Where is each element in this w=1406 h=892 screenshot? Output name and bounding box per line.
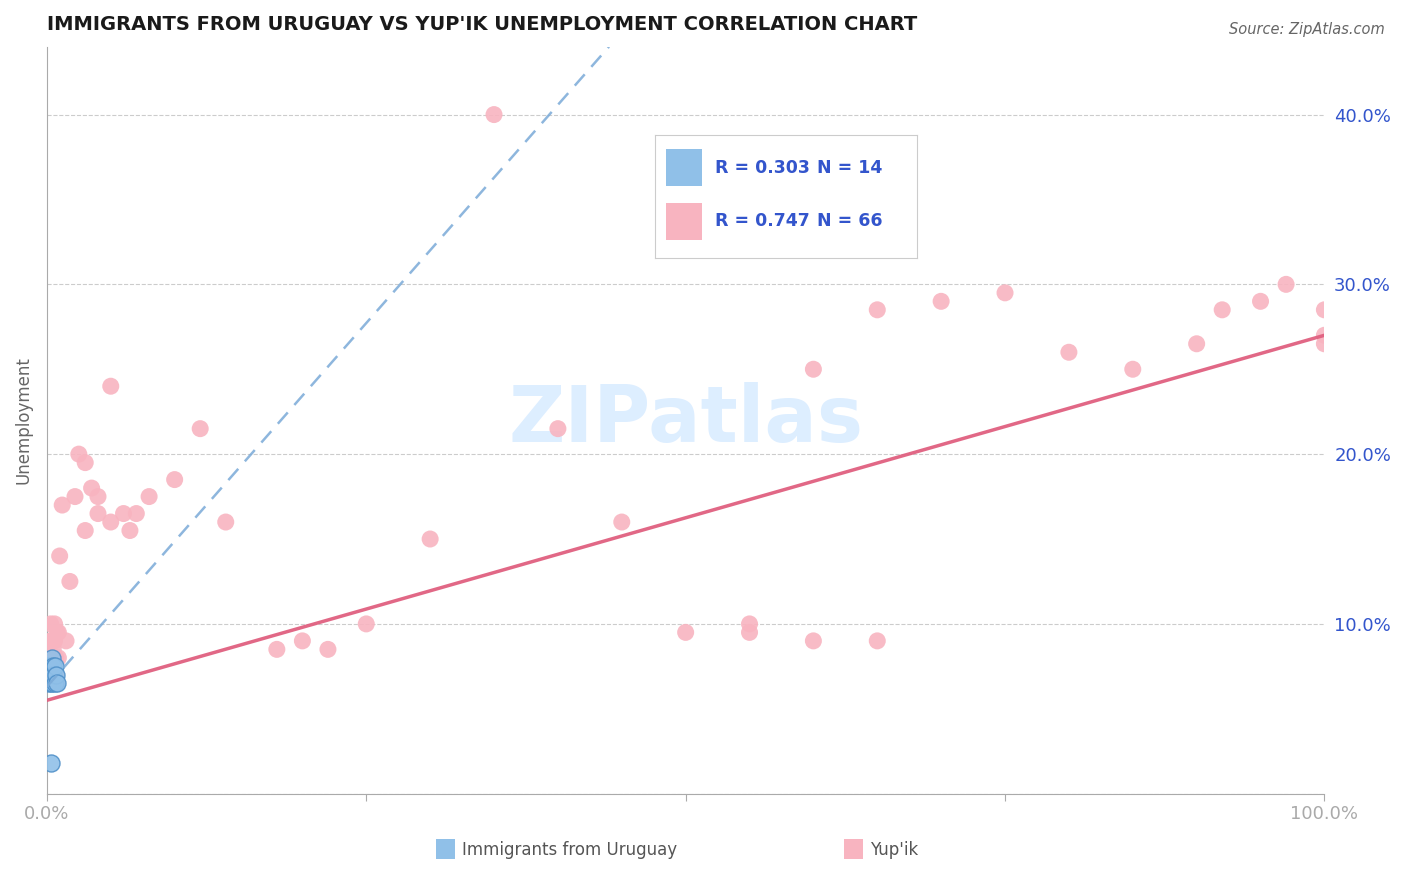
- Point: [46, 625, 69, 640]
- Point: [46, 676, 69, 690]
- Point: [87, 490, 110, 504]
- Point: [266, 642, 288, 657]
- Point: [38, 668, 60, 682]
- Text: Source: ZipAtlas.com: Source: ZipAtlas.com: [1229, 22, 1385, 37]
- Point: [39, 756, 62, 771]
- FancyBboxPatch shape: [665, 149, 702, 186]
- Point: [46, 676, 69, 690]
- Point: [41, 651, 63, 665]
- Point: [1057, 345, 1080, 359]
- Point: [41, 651, 63, 665]
- Point: [1185, 336, 1208, 351]
- Point: [51, 498, 73, 512]
- Point: [39, 616, 62, 631]
- Point: [75, 456, 97, 470]
- Point: [100, 379, 122, 393]
- Point: [42, 676, 65, 690]
- Point: [48, 549, 70, 563]
- Point: [45, 668, 67, 682]
- Point: [42, 668, 65, 682]
- Point: [316, 642, 339, 657]
- Point: [994, 285, 1017, 300]
- Point: [41, 676, 63, 690]
- Point: [38, 668, 60, 682]
- Text: IMMIGRANTS FROM URUGUAY VS YUP'IK UNEMPLOYMENT CORRELATION CHART: IMMIGRANTS FROM URUGUAY VS YUP'IK UNEMPL…: [46, 15, 917, 34]
- Point: [67, 447, 90, 461]
- Point: [215, 515, 238, 529]
- Point: [38, 651, 60, 665]
- Point: [75, 524, 97, 538]
- Text: N = 14: N = 14: [817, 159, 883, 177]
- Point: [55, 633, 77, 648]
- Point: [45, 668, 67, 682]
- Text: R = 0.747: R = 0.747: [716, 212, 810, 230]
- Point: [42, 642, 65, 657]
- Point: [1211, 302, 1233, 317]
- Point: [1250, 294, 1272, 309]
- Text: Yup'ik: Yup'ik: [869, 841, 918, 859]
- Text: ZIPatlas: ZIPatlas: [508, 382, 863, 458]
- Point: [37, 676, 59, 690]
- Point: [866, 302, 889, 317]
- Point: [803, 633, 825, 648]
- Point: [41, 668, 63, 682]
- Text: R = 0.303: R = 0.303: [716, 159, 810, 177]
- Y-axis label: Unemployment: Unemployment: [15, 356, 32, 484]
- Point: [356, 616, 378, 631]
- Point: [112, 507, 135, 521]
- Point: [125, 507, 148, 521]
- Point: [163, 473, 186, 487]
- Point: [482, 107, 505, 121]
- Point: [738, 616, 761, 631]
- Point: [44, 676, 66, 690]
- FancyBboxPatch shape: [665, 202, 702, 240]
- Point: [610, 515, 633, 529]
- Point: [929, 294, 952, 309]
- Point: [803, 362, 825, 376]
- Point: [39, 676, 62, 690]
- Point: [39, 668, 62, 682]
- Point: [45, 651, 67, 665]
- Text: N = 66: N = 66: [817, 212, 883, 230]
- Text: Immigrants from Uruguay: Immigrants from Uruguay: [463, 841, 678, 859]
- Point: [42, 659, 65, 673]
- Point: [48, 651, 70, 665]
- Point: [38, 659, 60, 673]
- Point: [42, 659, 65, 673]
- Point: [1275, 277, 1298, 292]
- Point: [48, 625, 70, 640]
- Point: [44, 633, 66, 648]
- Point: [37, 676, 59, 690]
- Point: [44, 659, 66, 673]
- Point: [1313, 302, 1336, 317]
- Point: [59, 574, 82, 589]
- Point: [87, 507, 110, 521]
- Point: [1122, 362, 1144, 376]
- Point: [39, 651, 62, 665]
- Point: [138, 490, 160, 504]
- Point: [547, 422, 569, 436]
- Point: [419, 532, 441, 546]
- Point: [1313, 336, 1336, 351]
- Point: [44, 616, 66, 631]
- Point: [1313, 328, 1336, 343]
- Point: [738, 625, 761, 640]
- Point: [80, 481, 103, 495]
- Point: [866, 633, 889, 648]
- Point: [100, 515, 122, 529]
- Point: [41, 633, 63, 648]
- Point: [63, 490, 86, 504]
- Point: [188, 422, 211, 436]
- Point: [118, 524, 141, 538]
- Point: [675, 625, 697, 640]
- Point: [291, 633, 314, 648]
- Point: [39, 633, 62, 648]
